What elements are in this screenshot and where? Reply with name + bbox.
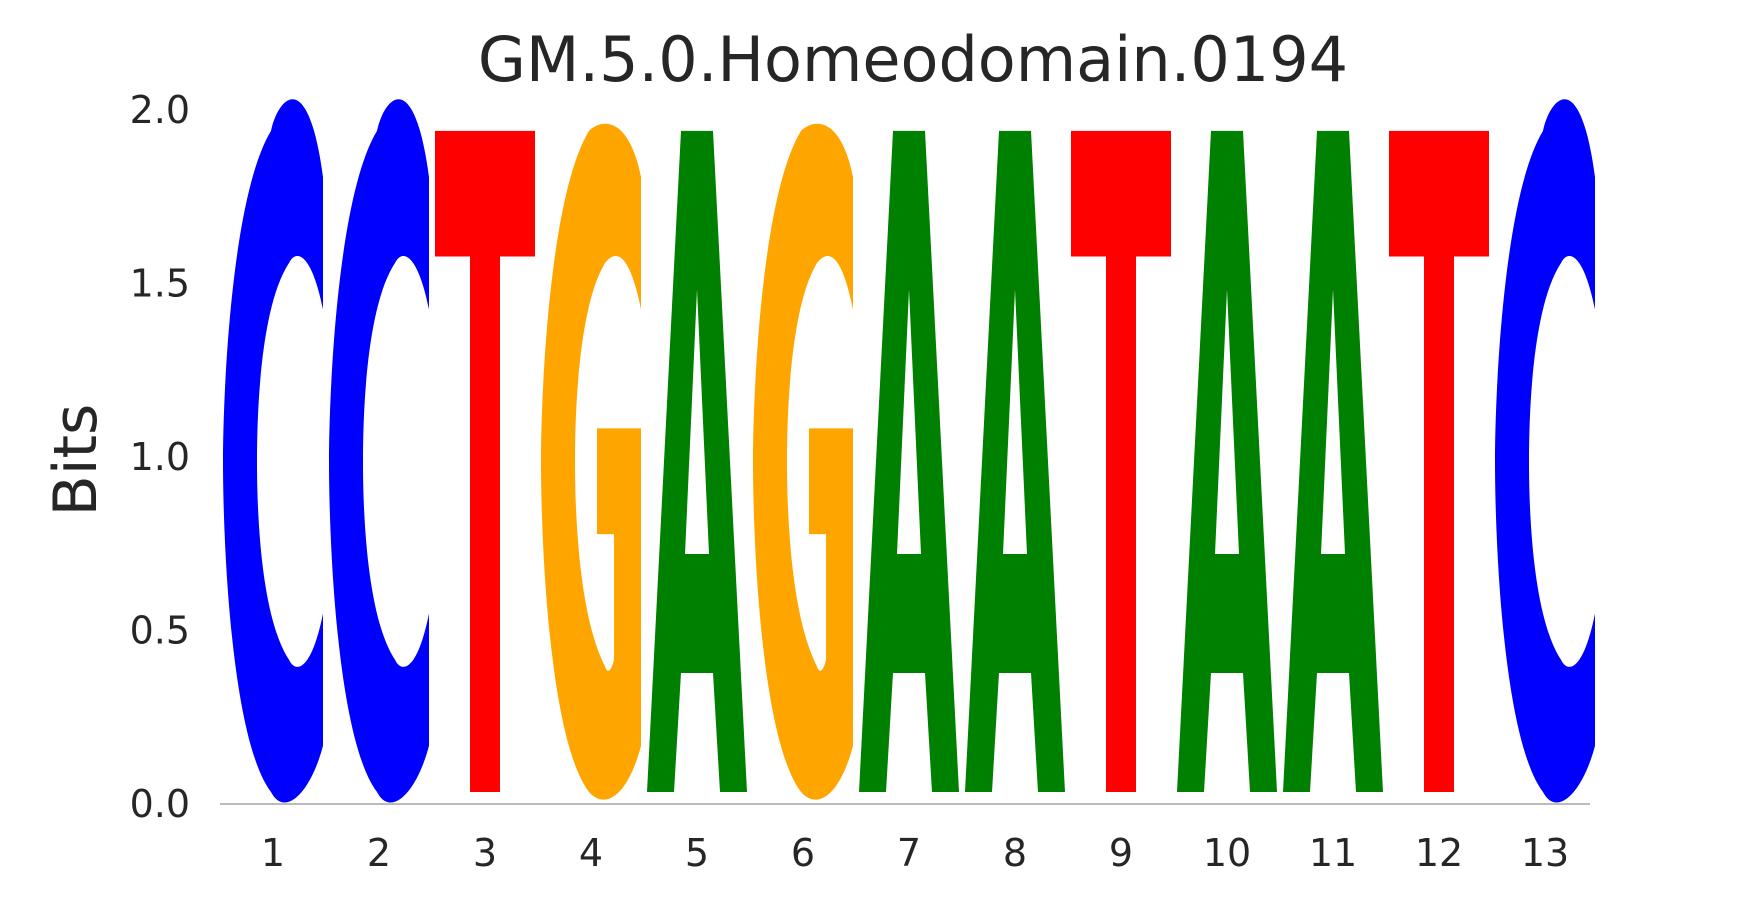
logo-column-5 <box>647 130 747 792</box>
logo-column-6 <box>753 123 853 800</box>
logo-letter-A <box>647 130 747 792</box>
logo-column-3 <box>435 130 535 792</box>
x-tick-label: 3 <box>473 831 497 875</box>
logo-letters <box>223 99 1595 803</box>
logo-column-11 <box>1283 130 1383 792</box>
logo-letter-C <box>329 99 429 803</box>
logo-letter-G <box>541 123 641 800</box>
logo-column-7 <box>859 130 959 792</box>
logo-letter-A <box>859 130 959 792</box>
logo-letter-T <box>1071 130 1171 792</box>
y-tick-label: 2.0 <box>130 88 190 132</box>
logo-letter-T <box>1389 130 1489 792</box>
logo-letter-A <box>1283 130 1383 792</box>
logo-letter-T <box>435 130 535 792</box>
x-tick-label: 6 <box>791 831 815 875</box>
x-tick-label: 7 <box>897 831 921 875</box>
chart-title: GM.5.0.Homeodomain.0194 <box>478 23 1348 96</box>
y-tick-label: 0.0 <box>130 782 190 826</box>
logo-column-2 <box>329 99 429 803</box>
x-tick-label: 5 <box>685 831 709 875</box>
logo-column-10 <box>1177 130 1277 792</box>
x-tick-label: 12 <box>1415 831 1463 875</box>
x-axis-ticks: 1 2 3 4 5 6 7 8 9 10 11 12 13 <box>261 831 1569 875</box>
logo-column-4 <box>541 123 641 800</box>
x-tick-label: 8 <box>1003 831 1027 875</box>
x-tick-label: 2 <box>367 831 391 875</box>
x-tick-label: 13 <box>1521 831 1569 875</box>
logo-column-13 <box>1495 99 1595 803</box>
y-axis-label: Bits <box>41 404 111 517</box>
x-tick-label: 11 <box>1309 831 1357 875</box>
logo-letter-A <box>965 130 1065 792</box>
x-tick-label: 10 <box>1203 831 1251 875</box>
y-tick-label: 1.5 <box>130 262 190 306</box>
logo-letter-C <box>223 99 323 803</box>
logo-column-12 <box>1389 130 1489 792</box>
logo-column-8 <box>965 130 1065 792</box>
logo-column-1 <box>223 99 323 803</box>
logo-letter-G <box>753 123 853 800</box>
x-tick-label: 1 <box>261 831 285 875</box>
y-tick-label: 0.5 <box>130 609 190 653</box>
x-tick-label: 9 <box>1109 831 1133 875</box>
logo-letter-A <box>1177 130 1277 792</box>
logo-column-9 <box>1071 130 1171 792</box>
y-tick-label: 1.0 <box>130 435 190 479</box>
y-axis-ticks: 0.0 0.5 1.0 1.5 2.0 <box>130 88 190 826</box>
logo-letter-C <box>1495 99 1595 803</box>
x-tick-label: 4 <box>579 831 603 875</box>
